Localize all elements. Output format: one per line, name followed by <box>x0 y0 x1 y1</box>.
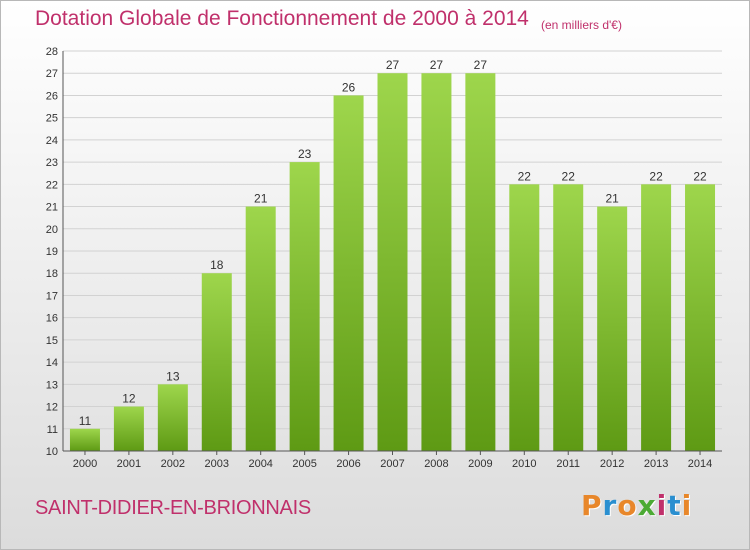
logo-letter: i <box>681 489 693 522</box>
y-tick-label: 25 <box>46 113 58 125</box>
y-tick-label: 10 <box>46 446 58 458</box>
commune-name: SAINT-DIDIER-EN-BRIONNAIS <box>35 497 311 519</box>
x-tick-label: 2002 <box>161 458 185 470</box>
y-tick-label: 13 <box>46 379 58 391</box>
bar-value-label: 22 <box>649 169 663 183</box>
x-tick-label: 2006 <box>336 458 360 470</box>
bar <box>553 184 584 452</box>
y-tick-label: 23 <box>46 157 58 169</box>
bar <box>641 184 672 452</box>
y-axis-ticks: 10 11 12 13 14 15 16 17 18 19 20 21 22 23 24 25 26 27 28 <box>46 46 58 458</box>
bar-value-label: 26 <box>342 80 356 94</box>
bar <box>289 162 320 451</box>
y-tick-label: 24 <box>46 135 58 147</box>
data-labels: 11 12 13 18 21 23 26 27 27 27 22 22 21 22 22 <box>79 58 707 428</box>
bar-value-label: 13 <box>166 369 180 383</box>
bar <box>421 73 452 451</box>
bar-value-label: 22 <box>562 169 576 183</box>
bar-value-label: 27 <box>474 58 488 72</box>
bar-value-label: 21 <box>605 192 619 206</box>
x-tick-label: 2007 <box>380 458 404 470</box>
bar-value-label: 11 <box>79 414 92 428</box>
y-tick-label: 26 <box>46 90 58 102</box>
bar <box>113 406 144 451</box>
x-tick-label: 2004 <box>248 458 272 470</box>
y-tick-label: 22 <box>46 179 58 191</box>
bar-value-label: 18 <box>210 258 224 272</box>
bar <box>465 73 496 451</box>
bar <box>69 428 100 451</box>
bar <box>245 206 276 451</box>
x-axis-ticks: 2000 2001 2002 2003 2004 2005 2006 2007 2008 2009… <box>73 451 712 470</box>
y-tick-label: 12 <box>46 402 58 414</box>
proxiti-logo: Proxiti <box>581 489 692 522</box>
bar <box>333 95 364 451</box>
x-tick-label: 2013 <box>644 458 668 470</box>
y-tick-label: 18 <box>46 268 58 280</box>
bar <box>201 273 232 451</box>
chart-title: Dotation Globale de Fonctionnement de 20… <box>35 7 529 30</box>
x-tick-label: 2003 <box>205 458 229 470</box>
logo-letter: x <box>637 489 657 522</box>
logo-letter: r <box>602 489 618 522</box>
x-tick-label: 2009 <box>468 458 492 470</box>
bar-value-label: 27 <box>386 58 400 72</box>
logo-letter: o <box>617 489 638 522</box>
chart-unit: (en milliers d'€) <box>541 18 622 32</box>
bar-value-label: 22 <box>693 169 707 183</box>
bar <box>685 184 716 452</box>
bar-value-label: 27 <box>430 58 444 72</box>
x-tick-label: 2012 <box>600 458 624 470</box>
bars <box>69 73 716 452</box>
bar <box>377 73 408 451</box>
x-tick-label: 2008 <box>424 458 448 470</box>
bar-value-label: 21 <box>254 192 268 206</box>
logo-letter: P <box>581 489 603 522</box>
y-tick-label: 27 <box>46 68 58 80</box>
bar <box>509 184 540 452</box>
bar-value-label: 12 <box>122 392 136 406</box>
logo-letter: t <box>667 489 682 522</box>
y-tick-label: 28 <box>46 46 58 58</box>
x-tick-label: 2014 <box>688 458 712 470</box>
x-tick-label: 2000 <box>73 458 97 470</box>
y-tick-label: 21 <box>46 202 58 214</box>
x-tick-label: 2011 <box>556 458 580 470</box>
axes <box>62 51 722 452</box>
y-tick-label: 14 <box>46 357 58 369</box>
y-tick-label: 20 <box>46 224 58 236</box>
y-tick-label: 19 <box>46 246 58 258</box>
bar <box>597 206 628 451</box>
x-tick-label: 2001 <box>117 458 141 470</box>
x-tick-label: 2005 <box>292 458 316 470</box>
y-tick-label: 17 <box>46 290 58 302</box>
bar <box>157 384 188 451</box>
y-tick-label: 16 <box>46 313 58 325</box>
y-tick-label: 11 <box>47 424 58 436</box>
bar-value-label: 22 <box>518 169 532 183</box>
x-tick-label: 2010 <box>512 458 536 470</box>
y-tick-label: 15 <box>46 335 58 347</box>
bar-value-label: 23 <box>298 147 312 161</box>
logo-letter: i <box>656 489 668 522</box>
